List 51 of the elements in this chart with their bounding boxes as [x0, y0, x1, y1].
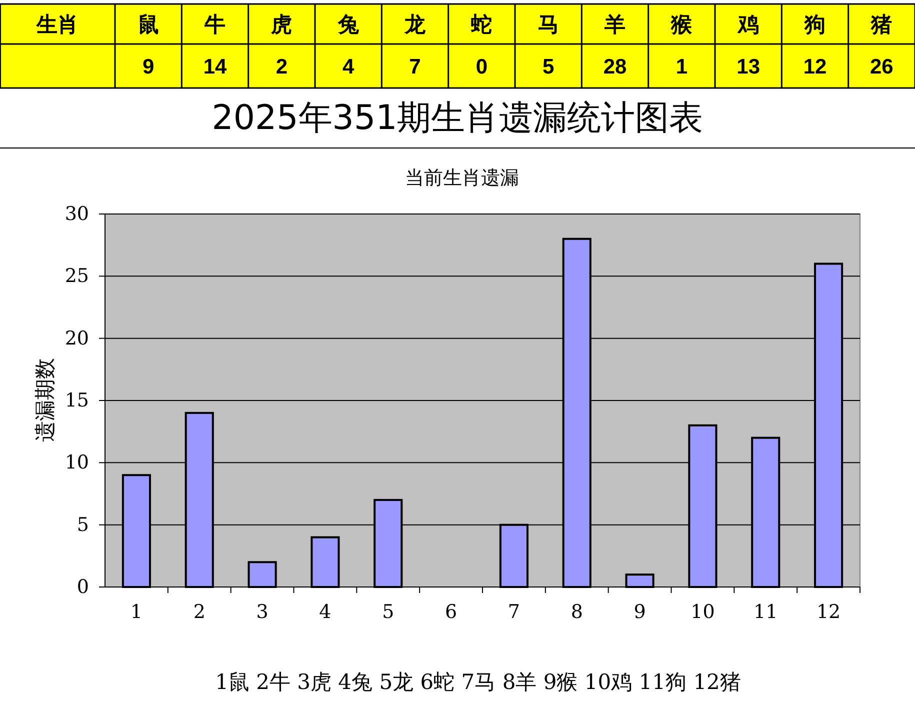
x-tick-label: 1: [130, 601, 143, 623]
category-label: 猪: [870, 12, 892, 36]
x-tick-label: 10: [690, 601, 715, 623]
data-label: 12: [803, 56, 827, 78]
category-label: 兔: [336, 12, 360, 36]
x-tick-label: 3: [256, 601, 268, 623]
data-label: 14: [203, 56, 227, 78]
data-label: 9: [142, 56, 154, 78]
data-label: 13: [736, 56, 760, 78]
data-label: 26: [870, 56, 894, 78]
x-tick-label: 5: [382, 601, 394, 623]
y-axis-title: 遗漏期数: [33, 358, 57, 442]
category-label: 猴: [670, 12, 694, 36]
text: 1鼠 2牛 3虎 4兔 5龙 6蛇 7马 8羊 9猴 10鸡 11狗 12猪: [215, 670, 741, 694]
x-tick-label: 9: [634, 601, 646, 623]
category-label: 龙: [404, 12, 426, 36]
y-tick-label: 15: [64, 390, 89, 412]
x-tick-label: 2: [193, 601, 206, 623]
data-label: 5: [542, 56, 554, 78]
category-label: 鸡: [736, 12, 759, 36]
data-label: 2: [276, 56, 288, 78]
category-label: 牛: [204, 12, 226, 36]
x-tick-label: 4: [319, 601, 332, 623]
chart-title: 2025年351期生肖遗漏统计图表: [212, 98, 704, 138]
x-tick-label: 12: [816, 601, 841, 623]
data-label: 0: [476, 56, 488, 78]
x-tick-label: 11: [754, 601, 778, 623]
x-tick-label: 7: [508, 601, 520, 623]
y-tick-label: 25: [64, 265, 89, 288]
category-label: 鼠: [138, 12, 159, 36]
category-label: 狗: [804, 12, 826, 36]
data-label: 28: [603, 56, 627, 78]
y-tick-label: 20: [64, 327, 89, 350]
data-label: 7: [409, 56, 421, 78]
x-tick-label: 6: [444, 601, 458, 623]
bar: [625, 574, 654, 588]
bar: [310, 536, 340, 588]
y-tick-label: 0: [76, 576, 89, 598]
y-tick-label: 5: [76, 514, 89, 536]
data-label: 4: [342, 56, 354, 78]
chart-subtitle: 当前生肖遗漏: [405, 167, 519, 189]
bar: [248, 561, 277, 588]
category-label: 马: [538, 12, 559, 36]
y-tick-label: 30: [64, 203, 89, 225]
x-tick-label: 8: [570, 601, 583, 623]
text: 生肖: [36, 12, 78, 36]
data-label: 1: [676, 56, 688, 78]
category-label: 虎: [270, 12, 292, 36]
category-label: 羊: [604, 12, 626, 36]
y-tick-label: 10: [64, 452, 89, 474]
category-label: 蛇: [470, 12, 492, 36]
